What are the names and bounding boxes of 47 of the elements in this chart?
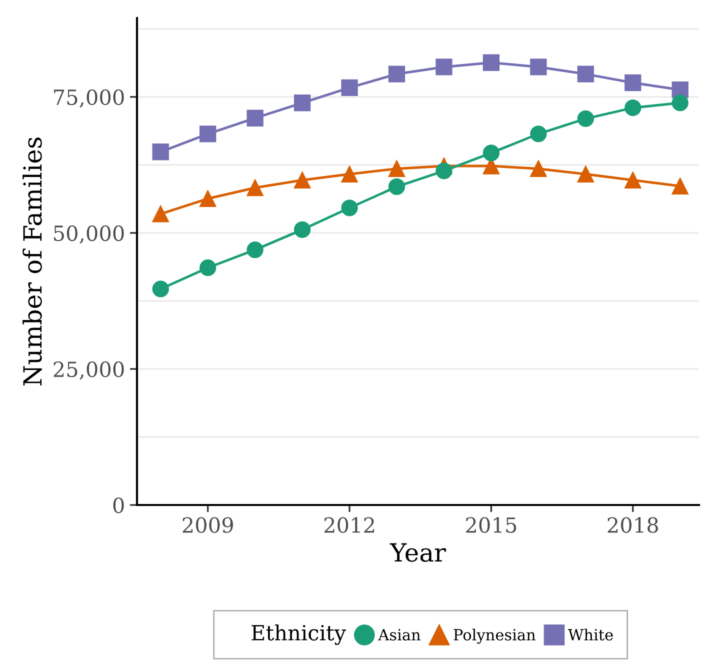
point	[246, 179, 264, 196]
point	[388, 178, 406, 196]
point	[388, 160, 406, 178]
point	[388, 66, 406, 82]
point	[436, 162, 452, 180]
point	[152, 206, 169, 222]
y-tick-label: 75,000	[54, 89, 124, 108]
point	[246, 241, 264, 258]
point	[482, 54, 500, 71]
point	[341, 79, 358, 96]
point	[577, 110, 594, 127]
point	[200, 190, 216, 207]
point	[482, 144, 500, 162]
point	[246, 110, 264, 126]
point	[294, 172, 311, 188]
point	[436, 58, 452, 76]
point	[530, 126, 547, 142]
legend-label: Asian	[378, 629, 420, 641]
x-tick-label: 2015	[466, 517, 516, 533]
x-tick-label: 2009	[182, 517, 233, 533]
point	[530, 160, 547, 178]
point	[294, 221, 311, 238]
point	[200, 259, 216, 276]
point	[577, 66, 594, 82]
y-tick-label: 50,000	[54, 225, 124, 244]
y-tick-label: 0	[113, 497, 124, 514]
point	[577, 166, 594, 182]
x-tick-label: 2018	[608, 517, 658, 533]
point	[152, 280, 169, 298]
point	[530, 58, 547, 76]
point	[341, 166, 358, 182]
point	[200, 126, 216, 142]
legend-title: Ethnicity	[252, 624, 346, 645]
legend-label: White	[568, 628, 613, 641]
point	[341, 200, 358, 216]
point	[672, 178, 688, 194]
point	[672, 94, 688, 112]
x-axis-title: Year	[390, 543, 446, 562]
point	[624, 74, 642, 92]
point	[152, 144, 169, 160]
y-axis-title: Number of Families	[22, 138, 42, 386]
point	[624, 99, 642, 116]
x-tick-label: 2012	[324, 517, 374, 533]
point	[294, 94, 311, 112]
point	[624, 172, 642, 188]
legend-label: Polynesian	[454, 628, 536, 644]
y-tick-label: 25,000	[54, 361, 124, 380]
